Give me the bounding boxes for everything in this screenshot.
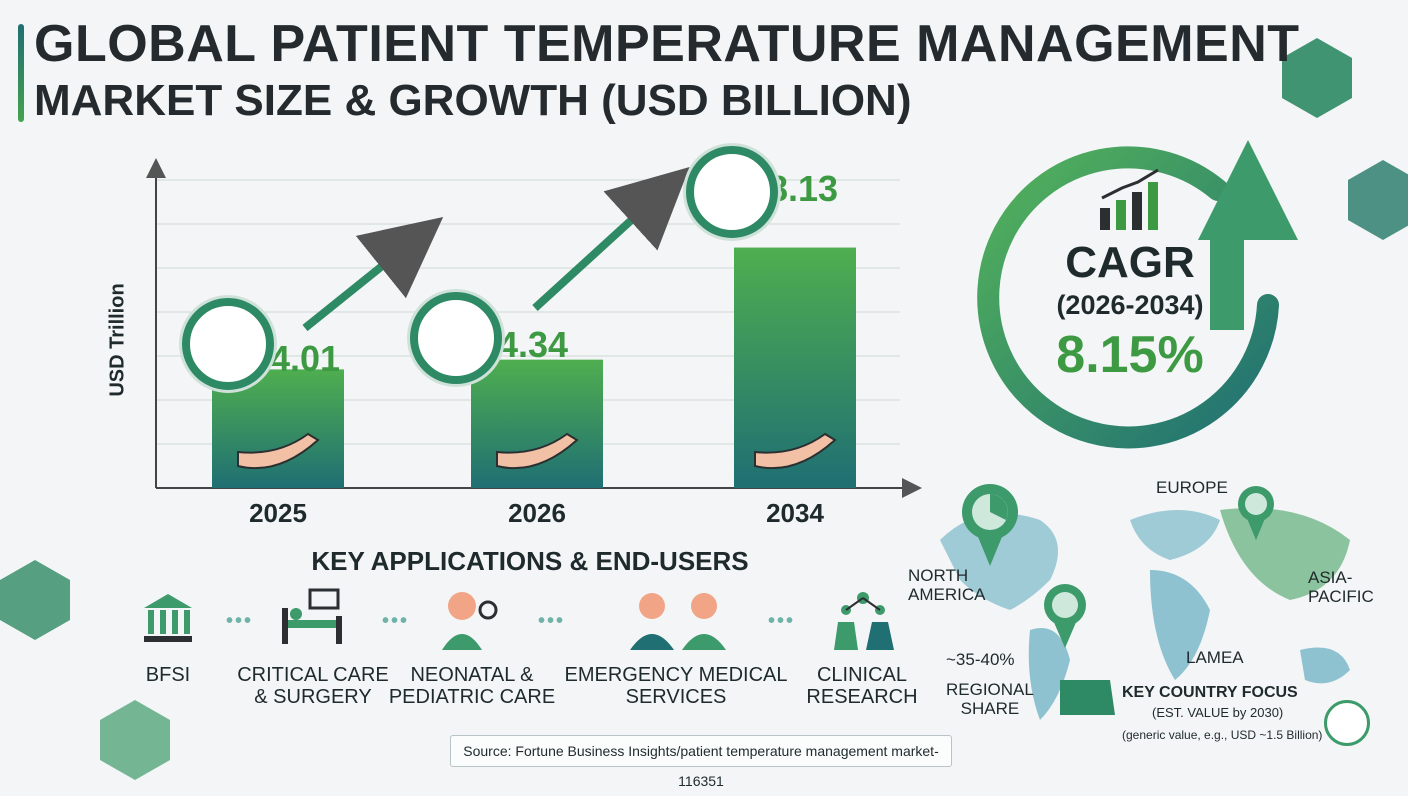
- growth-chart-icon: [1100, 168, 1159, 230]
- map-pin-icon: [962, 484, 1018, 566]
- lab-flask-icon: [828, 588, 898, 652]
- network-icon: [686, 146, 778, 238]
- page-title: GLOBAL PATIENT TEMPERATURE MANAGEMENT: [34, 15, 1300, 73]
- cagr-period: (2026-2034): [1056, 290, 1204, 320]
- key-country-note: (generic value, e.g., USD ~1.5 Billion): [1122, 728, 1323, 742]
- cagr-label: CAGR: [1065, 238, 1195, 287]
- separator-dots: •••: [226, 610, 254, 632]
- page-subtitle: MARKET SIZE & GROWTH (USD BILLION): [34, 76, 912, 125]
- thermometer-icon: [182, 298, 274, 390]
- bar-value-label-2034: 8.13: [768, 168, 839, 209]
- nurse-icon: [438, 588, 498, 652]
- applications-heading: KEY APPLICATIONS & END-USERS: [311, 546, 749, 576]
- document-icon: [410, 292, 502, 384]
- compass-icon: [1324, 700, 1370, 746]
- x-tick-label-2034: 2034: [766, 498, 824, 528]
- app-label-bfsi: BFSI: [145, 664, 191, 686]
- bar-2026: [471, 359, 603, 488]
- growth-arrow: [532, 167, 690, 311]
- x-tick-label-2026: 2026: [508, 498, 566, 528]
- y-axis-label: USD Trillion: [106, 283, 129, 397]
- key-country-subtitle: (EST. VALUE by 2030): [1152, 705, 1284, 720]
- medics-icon: [624, 588, 734, 652]
- app-label-neonatal: NEONATAL & PEDIATRIC CARE: [388, 664, 556, 708]
- regional-share-value: ~35-40%: [946, 650, 1015, 669]
- hospital-bed-icon: [280, 588, 344, 648]
- cagr-ring: [977, 140, 1298, 449]
- separator-dots: •••: [768, 610, 796, 632]
- region-label-north-america: NORTH AMERICA: [908, 566, 986, 604]
- bank-icon: [140, 590, 196, 646]
- hand-icon: [237, 432, 320, 470]
- hand-icon: [496, 432, 579, 470]
- app-label-critical-care: CRITICAL CARE & SURGERY: [237, 664, 389, 708]
- separator-dots: •••: [538, 610, 566, 632]
- map-pin-icon: [1044, 584, 1086, 648]
- region-label-europe: EUROPE: [1156, 478, 1228, 497]
- region-label-asia-pacific: ASIA- PACIFIC: [1308, 568, 1374, 606]
- app-label-clinical-research: CLINICAL RESEARCH: [806, 664, 918, 708]
- bar-chart: [146, 158, 922, 498]
- x-tick-label-2025: 2025: [249, 498, 307, 528]
- cagr-value: 8.15%: [1056, 326, 1204, 384]
- growth-arrow: [302, 216, 444, 332]
- bar-value-label-2026: 4.34: [498, 324, 569, 365]
- regional-share-label: REGIONAL SHARE: [946, 680, 1034, 718]
- app-label-emergency: EMERGENCY MEDICAL SERVICES: [564, 664, 788, 708]
- region-label-lamea: LAMEA: [1186, 648, 1244, 667]
- decor-hexagon: [0, 560, 70, 640]
- source-note: Source: Fortune Business Insights/patien…: [450, 735, 952, 789]
- separator-dots: •••: [382, 610, 410, 632]
- bars: [212, 247, 856, 488]
- decor-hexagon: [100, 700, 170, 780]
- decor-hexagon: [1348, 160, 1408, 240]
- bar-value-label-2025: 4.01: [270, 338, 341, 379]
- key-country-title: KEY COUNTRY FOCUS: [1122, 684, 1298, 701]
- map-pin-icon: [1238, 486, 1274, 540]
- title-accent-bar: [18, 24, 24, 122]
- hand-icon: [754, 432, 837, 470]
